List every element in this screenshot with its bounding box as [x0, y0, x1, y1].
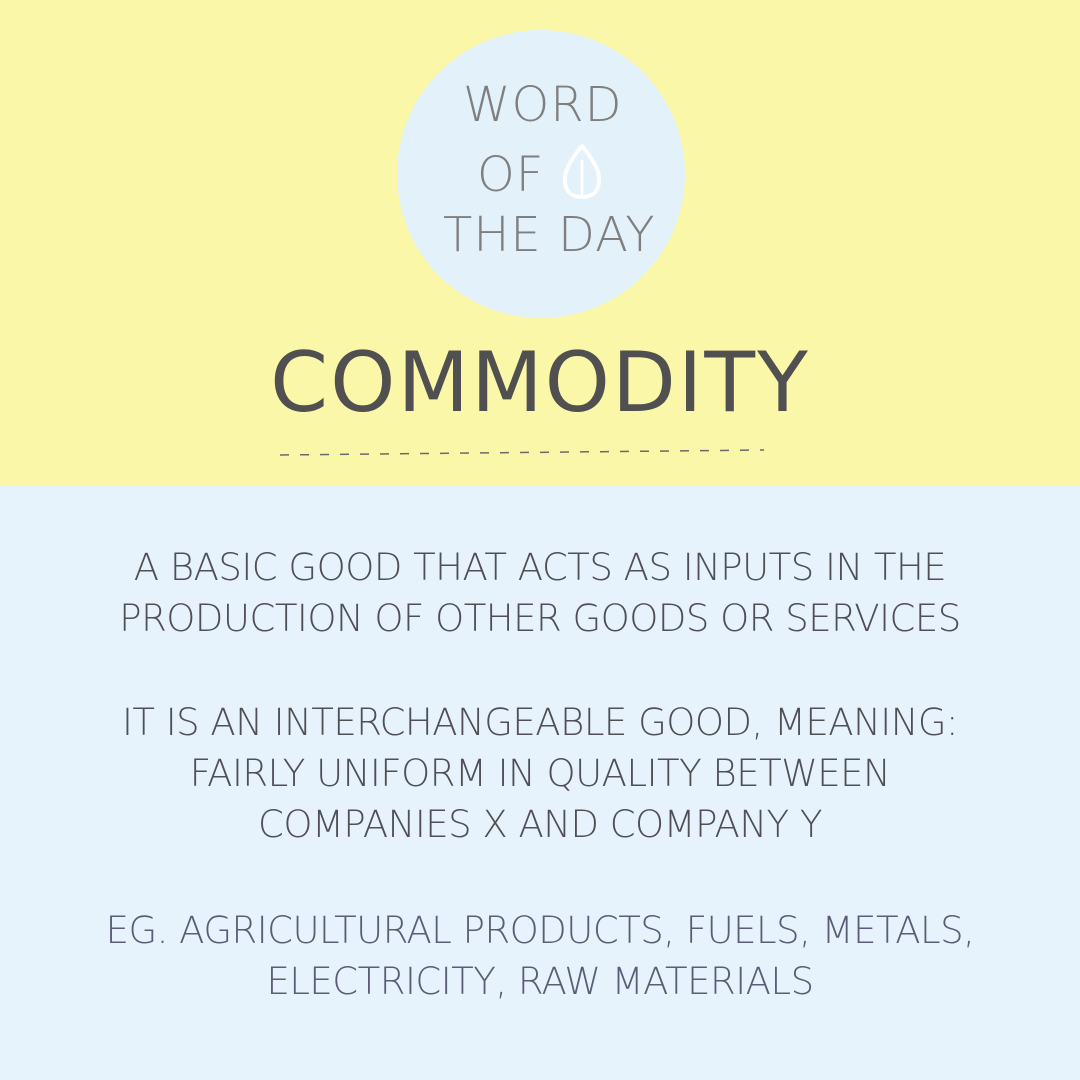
definition-line: A BASIC GOOD THAT ACTS AS INPUTS IN THE: [133, 546, 947, 589]
bottom-panel: [0, 486, 1080, 1080]
page-title: COMMODITY: [270, 334, 810, 431]
badge-line-of: OF: [477, 147, 545, 203]
definition-line: PRODUCTION OF OTHER GOODS OR SERVICES: [119, 597, 961, 640]
examples-line: EG. AGRICULTURAL PRODUCTS, FUELS, METALS…: [105, 909, 975, 952]
word-of-the-day-badge: [397, 30, 685, 318]
examples-text: EG. AGRICULTURAL PRODUCTS, FUELS, METALS…: [0, 905, 1080, 1007]
leaf-icon: [562, 144, 602, 199]
explanation-text: IT IS AN INTERCHANGEABLE GOOD, MEANING: …: [0, 697, 1080, 850]
badge-line-the-day: THE DAY: [443, 207, 656, 263]
explanation-line: FAIRLY UNIFORM IN QUALITY BETWEEN: [189, 752, 891, 795]
dashed-divider: [279, 449, 765, 456]
badge-line-word: WORD: [463, 77, 623, 133]
explanation-line: COMPANIES X AND COMPANY Y: [258, 803, 822, 846]
examples-line: ELECTRICITY, RAW MATERIALS: [266, 960, 814, 1003]
definition-text: A BASIC GOOD THAT ACTS AS INPUTS IN THE …: [0, 542, 1080, 644]
explanation-line: IT IS AN INTERCHANGEABLE GOOD, MEANING:: [121, 701, 959, 744]
